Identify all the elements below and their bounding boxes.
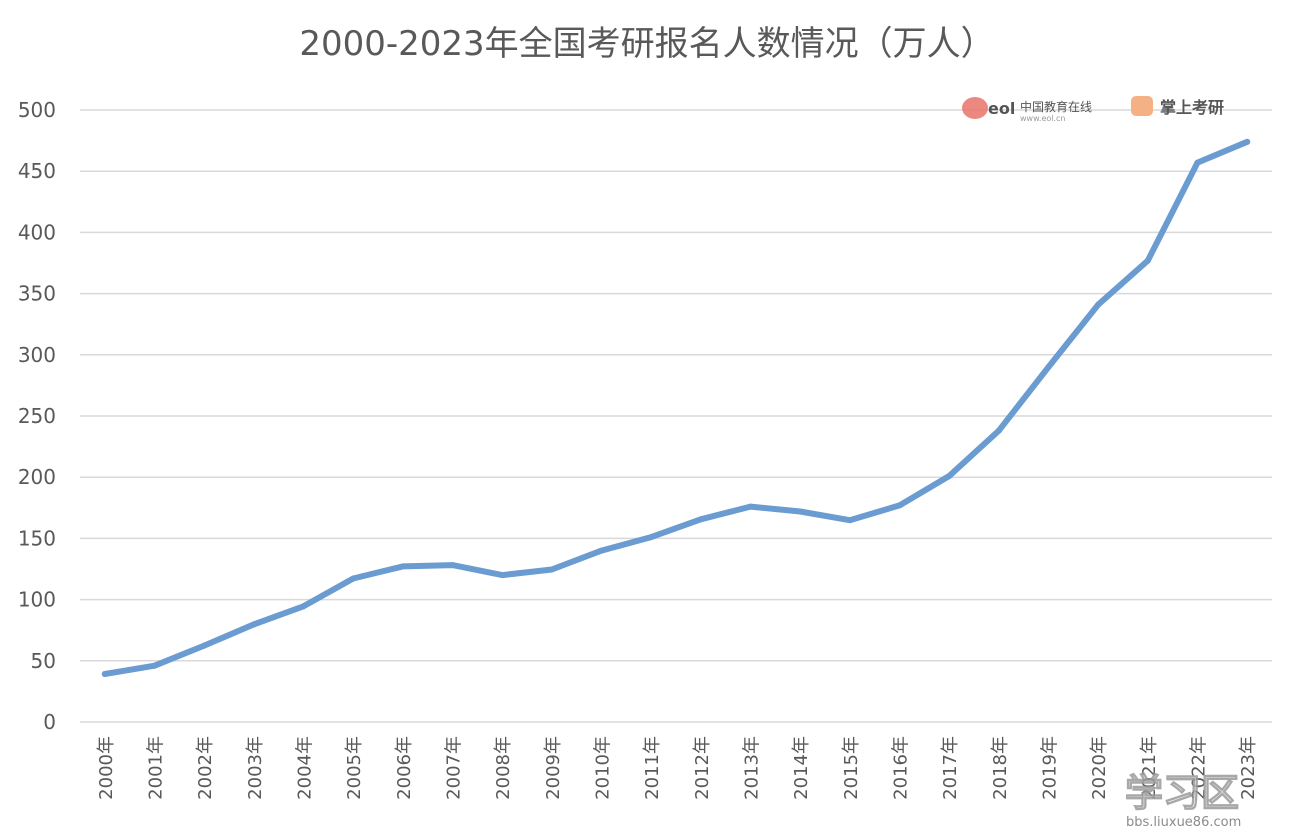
eol-logo-text: eol — [988, 99, 1015, 118]
data-point — [946, 472, 953, 479]
x-tick-label: 2013年 — [742, 736, 763, 800]
data-point — [598, 547, 605, 554]
x-tick-label: 2007年 — [444, 736, 465, 800]
partner-name: 掌上考研 — [1160, 98, 1224, 117]
data-point — [797, 508, 804, 515]
y-tick-label: 100 — [18, 588, 56, 612]
series-layer — [101, 138, 1251, 678]
x-tick-label: 2006年 — [394, 736, 415, 800]
data-point — [747, 503, 754, 510]
y-tick-label: 400 — [18, 220, 56, 244]
data-point — [648, 534, 655, 541]
series-line — [101, 138, 1251, 677]
data-point — [250, 621, 257, 628]
x-tick-label: 2008年 — [493, 736, 514, 800]
data-point — [548, 566, 555, 573]
x-tick-label: 2000年 — [96, 736, 117, 800]
x-tick-label: 2015年 — [841, 736, 862, 800]
x-tick-label: 2019年 — [1040, 736, 1061, 800]
x-tick-label: 2004年 — [295, 736, 316, 800]
y-tick-label: 300 — [18, 343, 56, 367]
y-tick-label: 250 — [18, 404, 56, 428]
y-tick-label: 450 — [18, 159, 56, 183]
data-point — [201, 642, 208, 649]
x-tick-label: 2001年 — [146, 736, 167, 800]
x-tick-label: 2003年 — [245, 736, 266, 800]
data-point — [995, 427, 1002, 434]
x-tick-label: 2014年 — [791, 736, 812, 800]
eol-url: www.eol.cn — [1020, 114, 1066, 123]
eol-name: 中国教育在线 — [1020, 99, 1092, 114]
data-point — [1045, 364, 1052, 371]
x-tick-label: 2002年 — [195, 736, 216, 800]
grid-lines — [80, 109, 1272, 723]
x-tick-label: 2016年 — [891, 736, 912, 800]
data-point — [896, 502, 903, 509]
data-point — [846, 517, 853, 524]
x-tick-label: 2022年 — [1189, 736, 1210, 800]
partner-logo-icon — [1131, 96, 1153, 116]
corner-url: bbs.liuxue86.com — [1126, 815, 1241, 830]
y-axis-ticks: 0 50 100 150 200 250 300 350 400 450 500 — [18, 98, 56, 734]
y-tick-label: 0 — [43, 710, 56, 734]
x-axis-ticks: 2000年 2001年 2002年 2003年 2004年 2005年 2006年 2007年… — [96, 736, 1259, 800]
corner-watermark: 学习区 bbs.liuxue86.com — [1124, 770, 1241, 830]
data-point — [1144, 257, 1151, 264]
data-point — [300, 603, 307, 610]
x-tick-label: 2011年 — [642, 736, 663, 800]
data-point — [449, 562, 456, 569]
data-point — [399, 563, 406, 570]
y-tick-label: 150 — [18, 526, 56, 550]
x-tick-label: 2005年 — [344, 736, 365, 800]
y-tick-label: 500 — [18, 98, 56, 122]
data-point — [499, 572, 506, 579]
x-tick-label: 2021年 — [1139, 736, 1160, 800]
y-tick-label: 50 — [31, 649, 56, 673]
data-point — [350, 575, 357, 582]
eol-logo-icon — [962, 97, 988, 119]
x-tick-label: 2023年 — [1238, 736, 1259, 800]
y-tick-label: 350 — [18, 282, 56, 306]
data-point — [151, 662, 158, 669]
eol-watermark: eol 中国教育在线 www.eol.cn — [962, 97, 1092, 123]
data-point — [1244, 138, 1251, 145]
y-tick-label: 200 — [18, 465, 56, 489]
data-point — [1095, 301, 1102, 308]
corner-mark: 学习区 — [1125, 771, 1239, 815]
x-tick-label: 2010年 — [593, 736, 614, 800]
x-tick-label: 2017年 — [940, 736, 961, 800]
data-point — [697, 516, 704, 523]
data-point — [101, 671, 108, 678]
x-tick-label: 2020年 — [1089, 736, 1110, 800]
x-tick-label: 2018年 — [990, 736, 1011, 800]
data-point — [1194, 159, 1201, 166]
chart-title: 2000-2023年全国考研报名人数情况（万人） — [299, 24, 995, 64]
partner-watermark: 掌上考研 — [1131, 96, 1224, 117]
x-tick-label: 2009年 — [543, 736, 564, 800]
x-tick-label: 2012年 — [692, 736, 713, 800]
